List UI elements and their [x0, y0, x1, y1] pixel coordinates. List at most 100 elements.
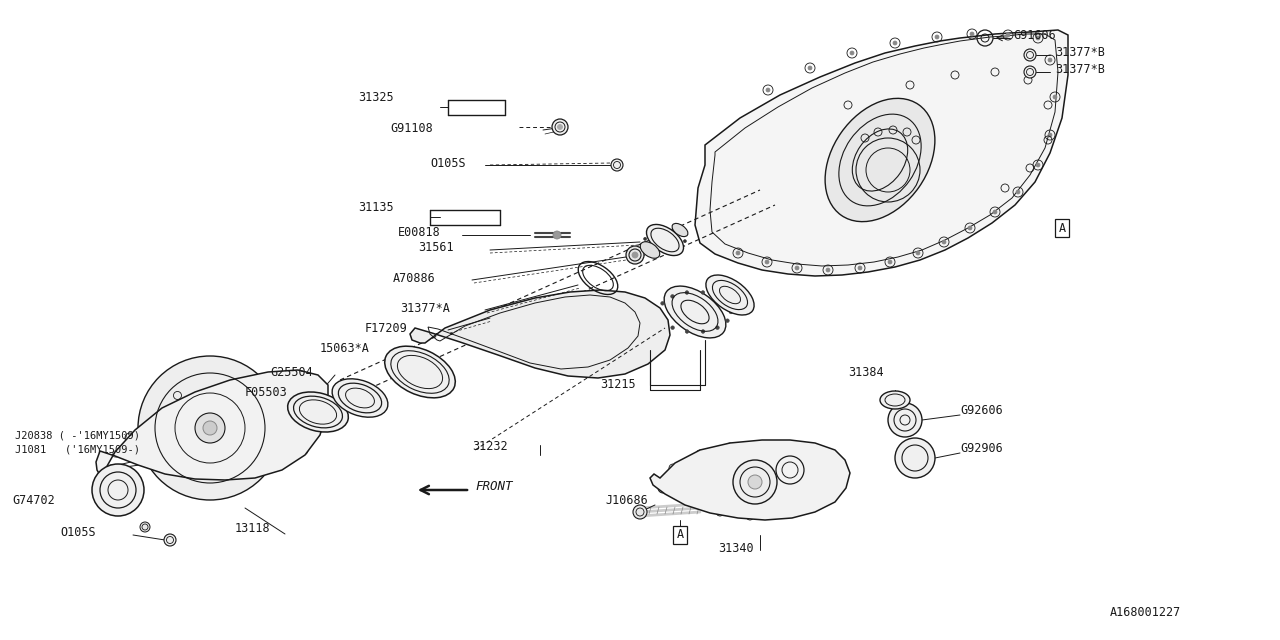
Circle shape: [195, 413, 225, 443]
Text: J10686: J10686: [605, 493, 648, 506]
Text: G91108: G91108: [390, 122, 433, 134]
Ellipse shape: [672, 223, 687, 237]
Circle shape: [934, 35, 940, 39]
Ellipse shape: [385, 346, 456, 398]
Text: 31377*B: 31377*B: [1055, 63, 1105, 76]
Text: A: A: [1059, 221, 1065, 234]
Circle shape: [841, 467, 846, 472]
Circle shape: [109, 465, 115, 472]
Circle shape: [826, 268, 829, 272]
Circle shape: [1006, 33, 1010, 37]
Circle shape: [1048, 58, 1052, 62]
Text: 13118: 13118: [236, 522, 270, 534]
Circle shape: [736, 251, 740, 255]
Circle shape: [649, 231, 652, 234]
Circle shape: [660, 301, 664, 305]
Text: J1081   ('16MY1509-): J1081 ('16MY1509-): [15, 445, 140, 455]
Circle shape: [993, 210, 997, 214]
Circle shape: [558, 125, 562, 129]
Circle shape: [726, 319, 730, 323]
Circle shape: [657, 310, 660, 314]
Text: FRONT: FRONT: [475, 481, 512, 493]
Text: G74702: G74702: [12, 493, 55, 506]
Ellipse shape: [826, 99, 934, 221]
Ellipse shape: [705, 275, 754, 315]
Circle shape: [730, 310, 733, 314]
Circle shape: [916, 251, 920, 255]
Circle shape: [684, 239, 686, 243]
Text: E00818: E00818: [398, 225, 440, 239]
Circle shape: [1024, 49, 1036, 61]
Circle shape: [140, 522, 150, 532]
Circle shape: [671, 294, 675, 298]
Circle shape: [685, 330, 689, 333]
Circle shape: [888, 403, 922, 437]
Ellipse shape: [881, 391, 910, 409]
Text: A168001227: A168001227: [1110, 605, 1181, 618]
Circle shape: [164, 534, 177, 546]
Circle shape: [672, 228, 675, 232]
Circle shape: [668, 249, 671, 252]
Text: G91606: G91606: [1012, 29, 1056, 42]
Text: J20838 ( -'16MY1509): J20838 ( -'16MY1509): [15, 430, 140, 440]
Circle shape: [838, 465, 849, 475]
Circle shape: [611, 159, 623, 171]
Text: 31325: 31325: [358, 90, 394, 104]
Circle shape: [808, 66, 812, 70]
Circle shape: [138, 356, 282, 500]
Circle shape: [659, 228, 662, 231]
Ellipse shape: [640, 242, 659, 259]
Text: A70886: A70886: [393, 271, 435, 285]
Text: 31561: 31561: [419, 241, 453, 253]
Ellipse shape: [664, 286, 726, 338]
Circle shape: [644, 237, 646, 241]
Text: O105S: O105S: [60, 525, 96, 538]
Text: A: A: [676, 529, 684, 541]
Circle shape: [733, 460, 777, 504]
Circle shape: [660, 319, 664, 323]
Circle shape: [678, 246, 681, 249]
Circle shape: [888, 260, 892, 264]
Text: F17209: F17209: [365, 321, 408, 335]
Text: O105S: O105S: [430, 157, 466, 170]
Text: 31135: 31135: [358, 200, 394, 214]
Circle shape: [795, 266, 799, 270]
Circle shape: [726, 301, 730, 305]
Ellipse shape: [646, 225, 684, 255]
Circle shape: [716, 326, 719, 330]
Circle shape: [655, 248, 658, 252]
Polygon shape: [96, 370, 328, 480]
Circle shape: [646, 244, 649, 247]
Circle shape: [968, 226, 972, 230]
Polygon shape: [695, 30, 1068, 276]
Circle shape: [893, 41, 897, 45]
Text: 15063*A: 15063*A: [320, 342, 370, 355]
Circle shape: [1048, 133, 1052, 137]
Circle shape: [858, 266, 861, 270]
Circle shape: [553, 231, 561, 239]
Text: 31384: 31384: [849, 365, 883, 378]
Circle shape: [113, 451, 119, 458]
Text: 31377*B: 31377*B: [1055, 45, 1105, 58]
Circle shape: [685, 291, 689, 294]
Circle shape: [92, 464, 145, 516]
Circle shape: [204, 421, 218, 435]
Text: G25504: G25504: [270, 365, 312, 378]
Circle shape: [1016, 190, 1020, 194]
Circle shape: [942, 240, 946, 244]
Circle shape: [765, 88, 771, 92]
Circle shape: [632, 252, 637, 258]
Text: G92606: G92606: [960, 403, 1002, 417]
Circle shape: [701, 291, 705, 294]
Circle shape: [671, 326, 675, 330]
Circle shape: [765, 260, 769, 264]
Circle shape: [701, 330, 705, 333]
Text: F05503: F05503: [244, 387, 288, 399]
Circle shape: [716, 294, 719, 298]
Ellipse shape: [332, 379, 388, 417]
Circle shape: [1036, 163, 1039, 167]
Text: 31232: 31232: [472, 440, 508, 454]
Circle shape: [658, 483, 668, 493]
Text: 31377*A: 31377*A: [401, 301, 449, 314]
Circle shape: [660, 486, 666, 490]
